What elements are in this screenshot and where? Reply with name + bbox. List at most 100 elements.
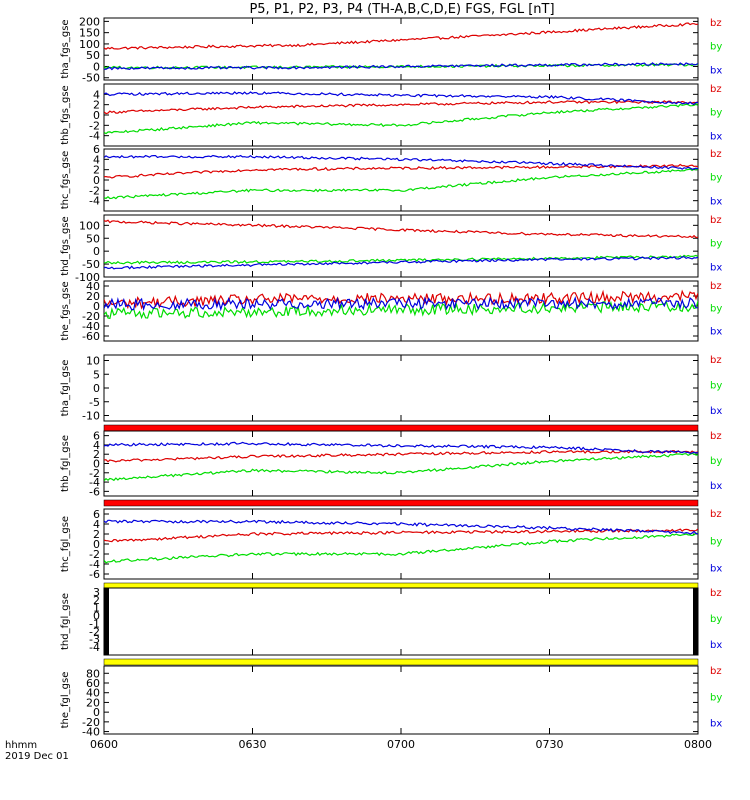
y-tick-label: -4 xyxy=(89,195,100,208)
series-line-bx xyxy=(104,441,698,454)
y-tick-label: 80 xyxy=(86,667,100,680)
series-line-bx xyxy=(104,154,698,170)
panel-frame xyxy=(103,665,699,735)
y-tick-label: 2 xyxy=(93,164,100,177)
y-tick-label: -2 xyxy=(89,184,100,197)
y-tick-label: 5 xyxy=(93,368,100,381)
time-axis: hhmm 2019 Dec 01 0600 0630 0700 0730 0800 xyxy=(5,738,712,762)
y-axis-label: thc_fgs_gse xyxy=(60,151,71,210)
y-tick-label: -20 xyxy=(82,716,100,729)
legend-bx: bx xyxy=(710,262,722,273)
y-tick-label: 0 xyxy=(93,706,100,719)
series-line-bx xyxy=(104,519,698,535)
y-tick-label: -50 xyxy=(82,72,100,85)
y-tick-label: -5 xyxy=(89,396,100,409)
legend-bz: bz xyxy=(710,509,722,520)
y-tick-label: -100 xyxy=(75,271,100,284)
y-tick-label: 20 xyxy=(86,290,100,303)
legend-by: by xyxy=(710,692,722,703)
y-tick-label: 0 xyxy=(93,610,100,623)
legend-by: by xyxy=(710,239,722,250)
y-tick-label: -2 xyxy=(89,548,100,561)
legend-bz: bz xyxy=(710,215,722,226)
x-tick-label: 0700 xyxy=(387,738,415,751)
y-tick-label: 2 xyxy=(93,448,100,461)
y-tick-label: 6 xyxy=(93,143,100,156)
y-axis-label: thd_fgl_gse xyxy=(60,593,71,650)
state-bar-red xyxy=(103,424,699,432)
y-tick-label: 3 xyxy=(93,586,100,599)
series-line-bz xyxy=(104,219,698,239)
series-line-bx xyxy=(104,62,698,71)
panel-frame xyxy=(103,17,699,81)
state-bar-red xyxy=(103,499,699,507)
y-tick-label: 100 xyxy=(79,219,100,232)
legend-bz: bz xyxy=(710,666,722,677)
legend-bx: bx xyxy=(710,326,722,337)
legend-by: by xyxy=(710,108,722,119)
y-axis-label: thb_fgs_gse xyxy=(60,85,71,144)
series-line-bx xyxy=(104,296,698,312)
series-line-by xyxy=(104,167,698,200)
y-tick-label: 4 xyxy=(93,439,100,452)
y-tick-label: 0 xyxy=(93,109,100,122)
y-tick-label: 0 xyxy=(93,538,100,551)
y-tick-label: 4 xyxy=(93,153,100,166)
y-axis-label: the_fgs_gse xyxy=(60,281,71,340)
legend-by: by xyxy=(710,304,722,315)
y-tick-label: 100 xyxy=(79,38,100,51)
panel-frame xyxy=(103,83,699,147)
y-tick-label: -6 xyxy=(89,568,100,581)
y-tick-label: -6 xyxy=(89,485,100,498)
y-tick-label: 2 xyxy=(93,594,100,607)
legend-by: by xyxy=(710,456,722,467)
y-tick-label: 0 xyxy=(93,60,100,73)
legend-bz: bz xyxy=(710,431,722,442)
y-tick-label: 200 xyxy=(79,15,100,28)
y-tick-label: -4 xyxy=(89,558,100,571)
series-line-bz xyxy=(104,449,698,463)
y-tick-label: -4 xyxy=(89,130,100,143)
y-tick-label: 0 xyxy=(93,300,100,313)
legend-bx: bx xyxy=(710,640,722,651)
legend-bx: bx xyxy=(710,406,722,417)
legend-bz: bz xyxy=(710,588,722,599)
y-tick-label: 1 xyxy=(93,602,100,615)
series-line-bz xyxy=(104,100,698,115)
y-tick-label: -20 xyxy=(82,310,100,323)
y-axis-label: tha_fgs_gse xyxy=(60,19,71,78)
y-tick-label: -1 xyxy=(89,617,100,630)
y-tick-label: -2 xyxy=(89,625,100,638)
legend-bx: bx xyxy=(710,481,722,492)
series-line-bz xyxy=(104,163,698,179)
series-line-by xyxy=(104,300,698,320)
y-tick-label: 10 xyxy=(86,355,100,368)
panel-frame xyxy=(103,508,699,580)
legend-bz: bz xyxy=(710,18,722,29)
y-axis-label: tha_fgl_gse xyxy=(60,360,71,417)
series-line-bx xyxy=(104,256,698,270)
series-line-bz xyxy=(104,22,698,50)
y-tick-label: 4 xyxy=(93,518,100,531)
y-tick-label: 2 xyxy=(93,528,100,541)
series-line-bz xyxy=(104,289,698,310)
y-axis-label: the_fgl_gse xyxy=(60,672,71,729)
y-tick-label: 50 xyxy=(86,49,100,62)
y-tick-label: 150 xyxy=(79,27,100,40)
legend-by: by xyxy=(710,173,722,184)
y-tick-label: 0 xyxy=(93,382,100,395)
y-tick-label: 2 xyxy=(93,99,100,112)
y-tick-label: 4 xyxy=(93,88,100,101)
legend-bz: bz xyxy=(710,149,722,160)
data-edge-right xyxy=(693,588,698,655)
panel-frame xyxy=(103,587,699,656)
